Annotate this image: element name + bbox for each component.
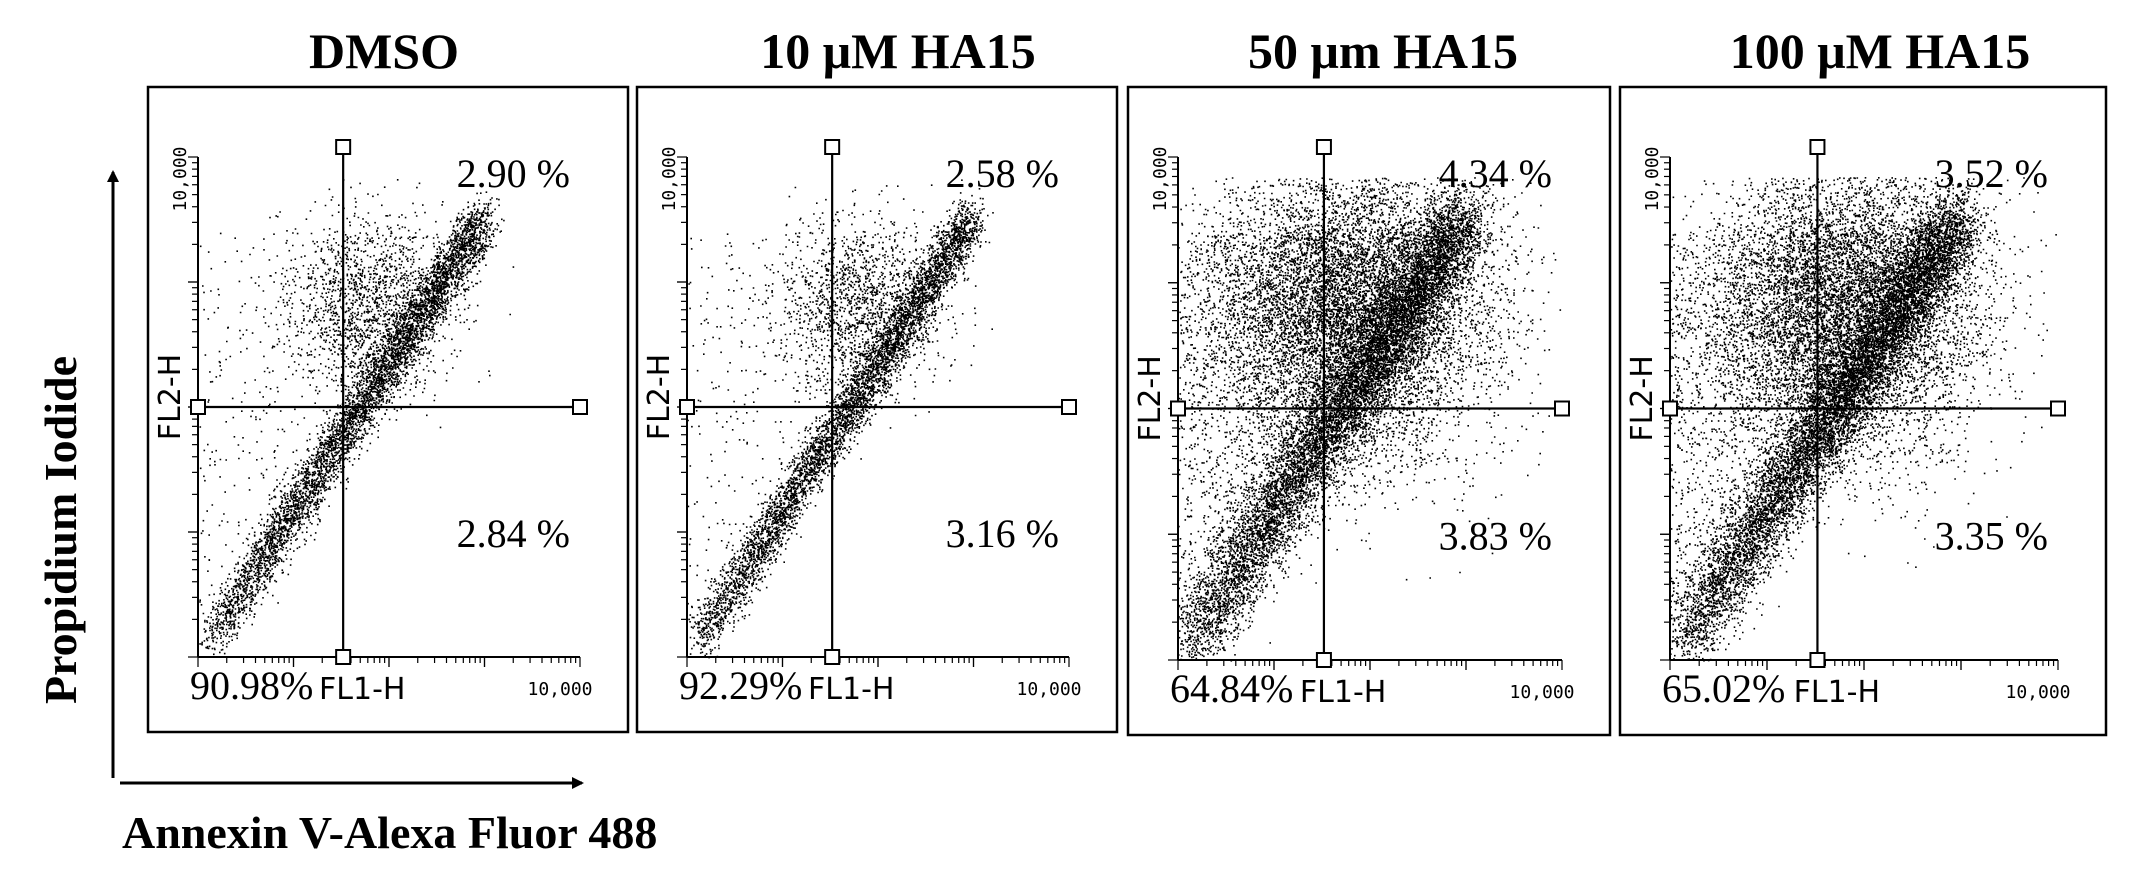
- y-axis-channel-label: FL2-H: [1625, 355, 1660, 441]
- panel-title: DMSO: [309, 23, 459, 79]
- quadrant-lower-right-value: 3.35 %: [1935, 513, 2048, 558]
- x-axis-channel-label: FL1-H: [808, 672, 894, 707]
- panel-frame: [635, 85, 1119, 734]
- panel-frame: [1618, 85, 2108, 737]
- quadrant-lower-right-value: 2.84 %: [457, 511, 570, 556]
- gate-handle: [335, 649, 352, 665]
- quadrant-upper-right-value: 3.52 %: [1935, 151, 2048, 196]
- y-axis-label: Propidium Iodide: [35, 356, 86, 704]
- y-tick-label-max: 10,000: [1150, 146, 1171, 211]
- scatter-panel-1: DMSO 10,000 10,000 FL1-H FL2-H 2.90 % 2.84 % 90…: [146, 23, 630, 734]
- panel-title: 50 μm HA15: [1248, 23, 1518, 79]
- scatter-dots: [1178, 177, 1562, 662]
- gate-handle: [2050, 400, 2066, 417]
- x-tick-label-max: 10,000: [527, 679, 592, 700]
- gate-handle: [1554, 400, 1570, 417]
- gate-handle: [1061, 399, 1077, 415]
- quadrant-lower-left-value: 92.29%: [679, 663, 802, 708]
- scatter-panel-4: 100 μM HA15 10,000 10,000 FL1-H FL2-H 3.52 % 3…: [1618, 23, 2108, 737]
- scatter-dots: [1670, 177, 2057, 662]
- scatter-dots: [198, 179, 515, 658]
- panel-frame: [1126, 85, 1612, 737]
- quadrant-lower-right-value: 3.83 %: [1439, 513, 1552, 558]
- quadrant-lower-left-value: 65.02%: [1662, 666, 1785, 711]
- y-axis-channel-label: FL2-H: [642, 354, 677, 440]
- gate-handle: [1315, 652, 1332, 668]
- gate-handle: [824, 139, 841, 155]
- gate-handle: [190, 399, 206, 415]
- y-tick-label-max: 10,000: [170, 146, 191, 211]
- gate-handle: [1170, 400, 1186, 417]
- gate-handle: [1809, 652, 1826, 668]
- scatter-dots: [687, 179, 994, 659]
- quadrant-upper-right-value: 2.58 %: [946, 151, 1059, 196]
- scatter-panel-2: 10 μM HA15 10,000 10,000 FL1-H FL2-H 2.58 % 3.…: [635, 23, 1119, 734]
- quadrant-upper-right-value: 2.90 %: [457, 151, 570, 196]
- gate-handle: [679, 399, 695, 415]
- gate-handle: [335, 139, 352, 155]
- panel-title: 10 μM HA15: [760, 23, 1036, 79]
- x-tick-label-max: 10,000: [1509, 682, 1574, 703]
- gate-handle: [824, 649, 841, 665]
- gate-handle: [1809, 139, 1826, 155]
- x-axis-channel-label: FL1-H: [1300, 675, 1386, 710]
- y-tick-label-max: 10,000: [659, 146, 680, 211]
- quadrant-upper-right-value: 4.34 %: [1439, 151, 1552, 196]
- x-axis-label: Annexin V-Alexa Fluor 488: [122, 807, 657, 858]
- quadrant-lower-right-value: 3.16 %: [946, 511, 1059, 556]
- gate-handle: [1315, 139, 1332, 155]
- y-axis-channel-label: FL2-H: [1133, 355, 1168, 441]
- x-tick-label-max: 10,000: [1016, 679, 1081, 700]
- x-tick-label-max: 10,000: [2005, 682, 2070, 703]
- x-axis-channel-label: FL1-H: [1794, 675, 1880, 710]
- x-axis-channel-label: FL1-H: [319, 672, 405, 707]
- panel-title: 100 μM HA15: [1730, 23, 2031, 79]
- quadrant-lower-left-value: 90.98%: [190, 663, 313, 708]
- y-tick-label-max: 10,000: [1642, 146, 1663, 211]
- y-axis-channel-label: FL2-H: [153, 354, 188, 440]
- gate-handle: [1662, 400, 1678, 417]
- scatter-panel-3: 50 μm HA15 10,000 10,000 FL1-H FL2-H 4.34 % 3.…: [1126, 23, 1612, 737]
- panel-frame: [146, 85, 630, 734]
- gate-handle: [572, 399, 588, 415]
- quadrant-lower-left-value: 64.84%: [1170, 666, 1293, 711]
